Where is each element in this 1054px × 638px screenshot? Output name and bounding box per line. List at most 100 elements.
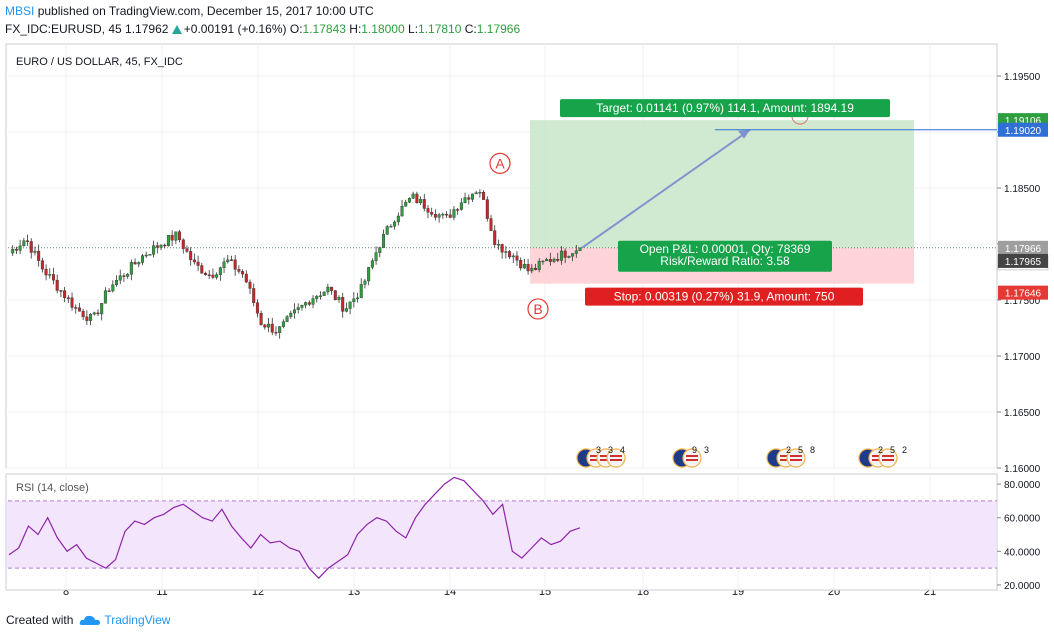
candle-body [545,259,549,262]
candle-body [574,250,578,254]
author-name[interactable]: MBSI [5,4,35,18]
symbol-label: FX_IDC:EURUSD, 45 [5,22,122,36]
y-tick-label: 1.17500 [1004,296,1041,307]
candle-body [77,307,81,312]
candle-body [519,260,523,269]
stop-label-box [585,287,863,306]
candle-body [374,252,378,262]
annotation-marker [489,152,511,174]
candle-body [311,298,315,305]
candle-body [322,291,326,296]
candle-body [422,199,426,209]
projection-arrow [581,128,751,249]
candle-body [263,324,267,328]
candle-body [152,245,156,255]
event-count: 2 [786,445,791,455]
candle-body [515,255,519,261]
x-tick-label: 8 [63,586,69,598]
us-flag-stripe [610,459,622,461]
candle-body [89,313,93,321]
price-chart[interactable]: 81112131415181920211.195001.190001.18500… [0,40,1054,606]
us-flag-stripe [600,455,612,457]
event-count: 2 [902,445,907,455]
y-tick-label: 1.19500 [1004,72,1041,83]
candle-body [352,298,356,303]
y-tick-label: 1.17000 [1004,352,1041,363]
candle-body [296,307,300,311]
us-flag-stripe [780,455,792,457]
candle-body [318,295,322,297]
stop-label-text: Stop: 0.00319 (0.27%) 31.9, Amount: 750 [614,290,835,304]
candle-body [456,209,460,211]
candle-body [174,231,178,241]
candle-body [129,262,133,275]
candle-body [18,245,22,251]
candle-body [441,213,445,216]
us-flag-stripe [790,455,802,457]
candle-body [181,239,185,249]
tradingview-brand: TradingView [104,613,171,627]
candle-body [419,199,423,204]
ohlc-line: FX_IDC:EURUSD, 45 1.17962 +0.00191 (+0.1… [5,22,520,36]
us-flag-stripe [610,455,622,457]
candle-body [467,197,471,200]
candle-body [504,251,508,253]
last-price: 1.17962 [125,22,169,36]
candle-body [111,284,115,292]
us-flag-stripe [872,459,884,461]
publish-info: published on TradingView.com, December 1… [37,4,374,18]
candle-body [185,248,189,252]
us-flag-stripe [882,459,894,461]
candle-body [126,274,130,277]
candle-body [459,202,463,210]
candle-body [103,290,107,304]
candle-body [204,273,208,275]
y-tick-label: 1.18500 [1004,184,1041,195]
candle-body [55,279,59,291]
target-label-box [560,99,890,118]
candle-body [541,260,545,263]
price-label-text: 1.17966 [1005,244,1042,255]
event-count: 9 [692,445,697,455]
candle-body [315,296,319,299]
candle-body [474,192,478,195]
candle-body [37,250,41,261]
candle-body [122,275,126,277]
rsi-y-tick-label: 60.0000 [1004,514,1041,525]
candle-body [100,303,104,315]
us-flag-stripe [882,455,894,457]
candle-body [178,231,182,241]
close-label: C: [464,22,477,36]
candle-body [534,267,538,270]
candle-body [166,235,170,246]
candle-body [59,290,63,292]
candle-body [370,260,374,268]
candle-body [48,274,52,276]
candle-body [259,313,263,326]
pnl-label-text: Risk/Reward Ratio: 3.58 [660,254,790,268]
candle-body [215,274,219,278]
tradingview-link[interactable]: TradingView [79,613,170,627]
target-zone [530,120,914,248]
event-count: 3 [596,445,601,455]
candle-body [252,288,256,303]
us-flag-stripe [686,455,698,457]
candle-body [559,250,563,261]
candle-body [159,244,163,248]
candle-body [463,197,467,203]
candle-body [118,275,122,281]
footer: Created with TradingView [6,613,170,627]
candle-body [508,251,512,258]
candle-body [445,213,449,216]
candle-body [255,302,259,314]
candle-body [222,261,226,268]
candles [11,189,582,339]
candle-body [359,284,363,299]
rsi-y-tick-label: 40.0000 [1004,547,1041,558]
candle-body [196,261,200,266]
event-count: 5 [890,445,895,455]
us-flag-stripe [872,455,884,457]
event-count: 4 [620,445,625,455]
us-flag-stripe [590,459,602,461]
